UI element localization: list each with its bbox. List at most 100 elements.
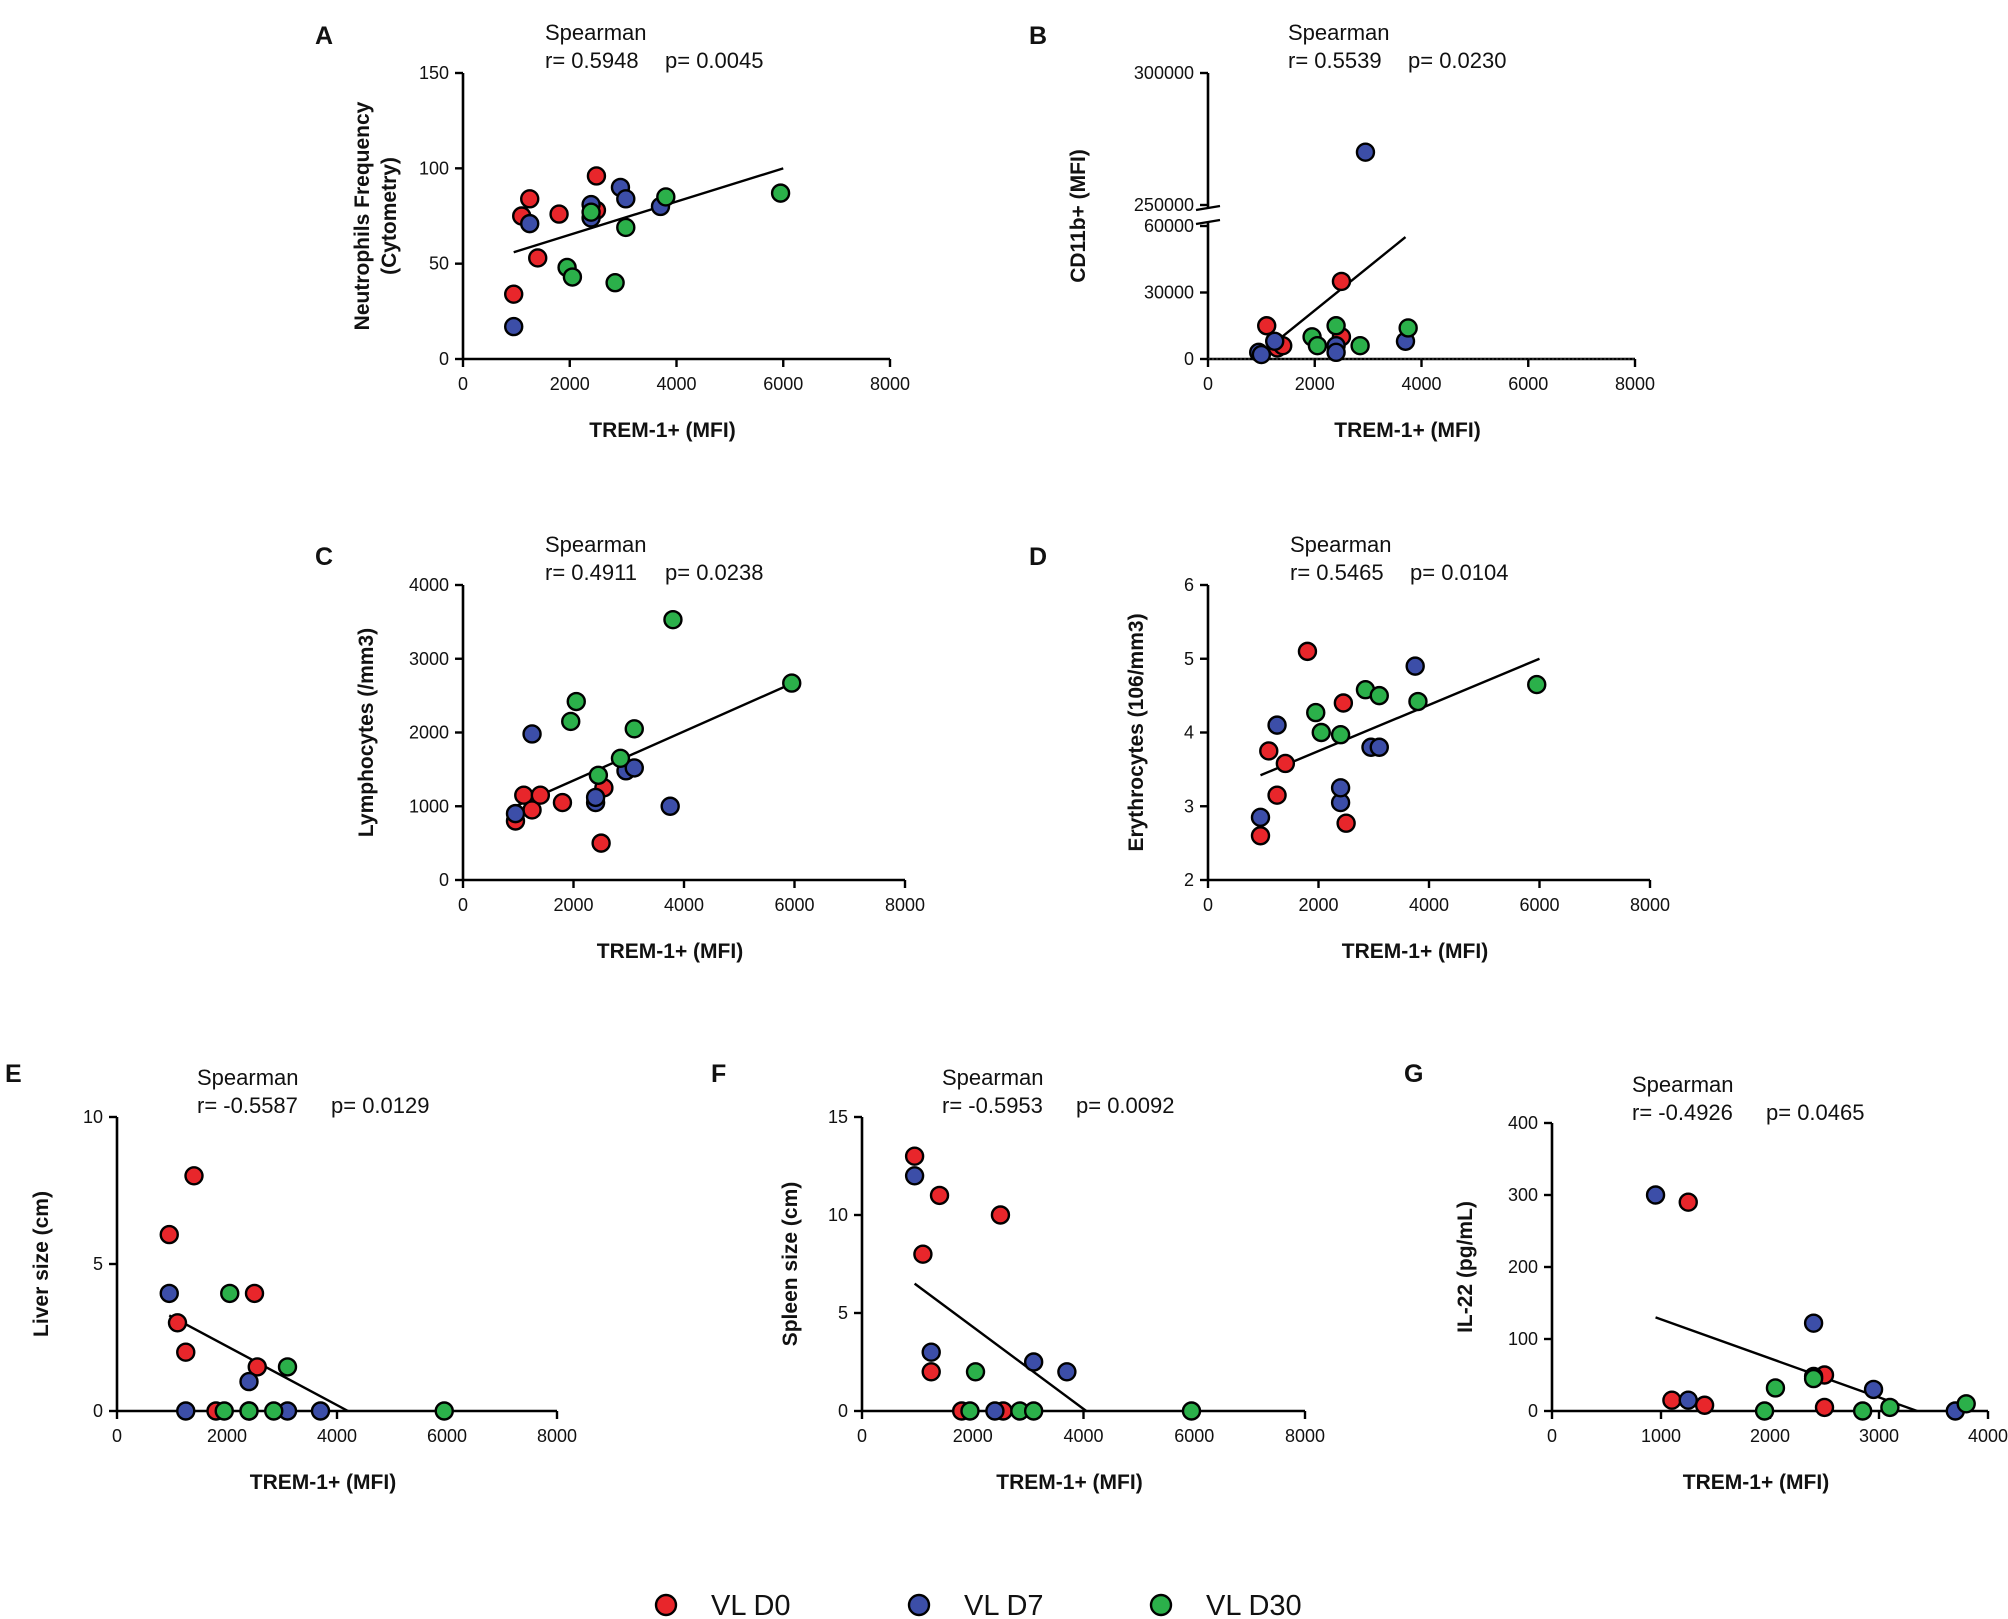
data-point	[782, 673, 802, 693]
x-axis-title: TREM-1+ (MFI)	[1342, 940, 1488, 963]
data-point	[239, 1371, 259, 1392]
regression-line	[513, 167, 784, 254]
data-point	[610, 748, 631, 769]
legend: VL D0 VL D7 VL D30	[654, 1590, 1302, 1619]
x-tick-label: 4000	[656, 374, 696, 394]
x-axis-title: TREM-1+ (MFI)	[250, 1471, 396, 1494]
x-tick-label: 2000	[1298, 895, 1338, 915]
stat-title: Spearman	[1632, 1072, 1734, 1097]
data-point	[1023, 1401, 1044, 1421]
stat-title: Spearman	[1290, 532, 1392, 557]
data-point	[1275, 753, 1296, 774]
series-vl-d7	[1250, 656, 1425, 828]
data-point	[1863, 1379, 1884, 1400]
data-point	[663, 609, 683, 630]
panel-f: F Spearman r= -0.5953 p= 0.0092 0 2000 4000 600…	[711, 1060, 1325, 1494]
data-point	[220, 1283, 240, 1304]
data-point	[1814, 1397, 1835, 1418]
stat-p: p= 0.0092	[1076, 1093, 1174, 1118]
data-point	[549, 204, 569, 224]
y-axis-title: CD11b+ (MFI)	[1067, 149, 1090, 283]
x-axis-title: TREM-1+ (MFI)	[996, 1471, 1142, 1494]
data-point	[588, 765, 609, 785]
data-point	[522, 724, 542, 744]
data-point	[1694, 1395, 1715, 1415]
y-axis-title: Neutrophils Frequency	[351, 101, 374, 330]
legend-marker	[654, 1593, 678, 1617]
y-tick-label: 100	[1508, 1329, 1538, 1349]
x-tick-label: 2000	[1295, 374, 1335, 394]
panel-letter: G	[1404, 1060, 1423, 1088]
data-point	[239, 1401, 259, 1421]
legend-item-vl-d0: VL D0	[654, 1590, 791, 1619]
data-point	[1265, 331, 1285, 351]
x-tick-label: 4000	[1401, 374, 1441, 394]
x-tick-label: 8000	[1615, 374, 1655, 394]
stat-r: r= 0.5465	[1290, 560, 1384, 585]
data-point	[1330, 778, 1351, 798]
x-tick-label: 0	[112, 1426, 122, 1446]
y-tick-label: 10	[828, 1205, 848, 1225]
x-tick-label: 8000	[1285, 1426, 1325, 1446]
data-point	[586, 166, 607, 186]
data-point	[1267, 715, 1287, 735]
data-point	[1023, 1352, 1044, 1372]
data-point	[904, 1146, 925, 1166]
series-vl-d7	[904, 1166, 1077, 1421]
data-point	[1057, 1362, 1077, 1382]
series-vl-d0	[1250, 641, 1356, 846]
panel-letter: B	[1029, 22, 1047, 50]
data-point	[1251, 344, 1272, 365]
data-point	[520, 189, 540, 209]
x-tick-label: 6000	[763, 374, 803, 394]
stat-title: Spearman	[1288, 20, 1390, 45]
x-tick-label: 6000	[427, 1426, 467, 1446]
stat-r: r= 0.4911	[545, 560, 637, 585]
series-vl-d0	[504, 166, 607, 304]
data-point	[1765, 1378, 1786, 1398]
series-vl-d30	[1302, 316, 1418, 356]
data-point	[1326, 316, 1346, 336]
data-point	[591, 833, 611, 853]
data-point	[1803, 1368, 1824, 1389]
data-point	[624, 758, 644, 778]
data-point	[247, 1357, 267, 1377]
stat-p: p= 0.0238	[665, 560, 763, 585]
y-tick-label: 150	[419, 63, 449, 83]
data-point	[504, 284, 524, 304]
x-tick-label: 4000	[1968, 1426, 2008, 1446]
data-point	[605, 273, 625, 293]
panel-b: B Spearman r= 0.5539 p= 0.0230 0 2000 4000 6000…	[1029, 20, 1655, 442]
data-point	[1398, 318, 1418, 338]
regression-line	[1257, 236, 1407, 357]
data-point	[1369, 685, 1389, 706]
data-point	[167, 1313, 188, 1333]
panel-letter: F	[711, 1060, 726, 1088]
data-point	[770, 183, 791, 203]
x-tick-label: 0	[1203, 374, 1213, 394]
series-vl-d30	[1754, 1368, 1976, 1421]
data-point	[1645, 1185, 1666, 1205]
y-tick-label: 2000	[409, 723, 449, 743]
y-axis-title: Spleen size (cm)	[779, 1182, 802, 1347]
panel-letter: E	[5, 1060, 22, 1088]
y-tick-label: 200	[1508, 1257, 1538, 1277]
y-axis-title: (Cytometry)	[378, 157, 401, 275]
data-point	[1257, 316, 1277, 336]
y-axis-title: Liver size (cm)	[30, 1191, 53, 1337]
y-axis-title: Erythrocytes (106/mm3)	[1125, 613, 1148, 851]
data-point	[1250, 807, 1271, 828]
series-vl-d30	[214, 1283, 454, 1421]
regression-line	[1260, 657, 1540, 777]
stat-p: p= 0.0230	[1408, 48, 1506, 73]
series-vl-d30	[561, 609, 802, 785]
data-point	[434, 1401, 454, 1421]
x-tick-label: 2000	[553, 895, 593, 915]
panel-a: A Spearman r= 0.5948 p= 0.0045 0 2000 4000 6000…	[315, 20, 910, 442]
data-point	[159, 1283, 179, 1304]
x-tick-label: 2000	[550, 374, 590, 394]
data-point	[1333, 693, 1354, 713]
stat-r: r= -0.5953	[942, 1093, 1043, 1118]
y-tick-label: 60000	[1144, 216, 1194, 236]
